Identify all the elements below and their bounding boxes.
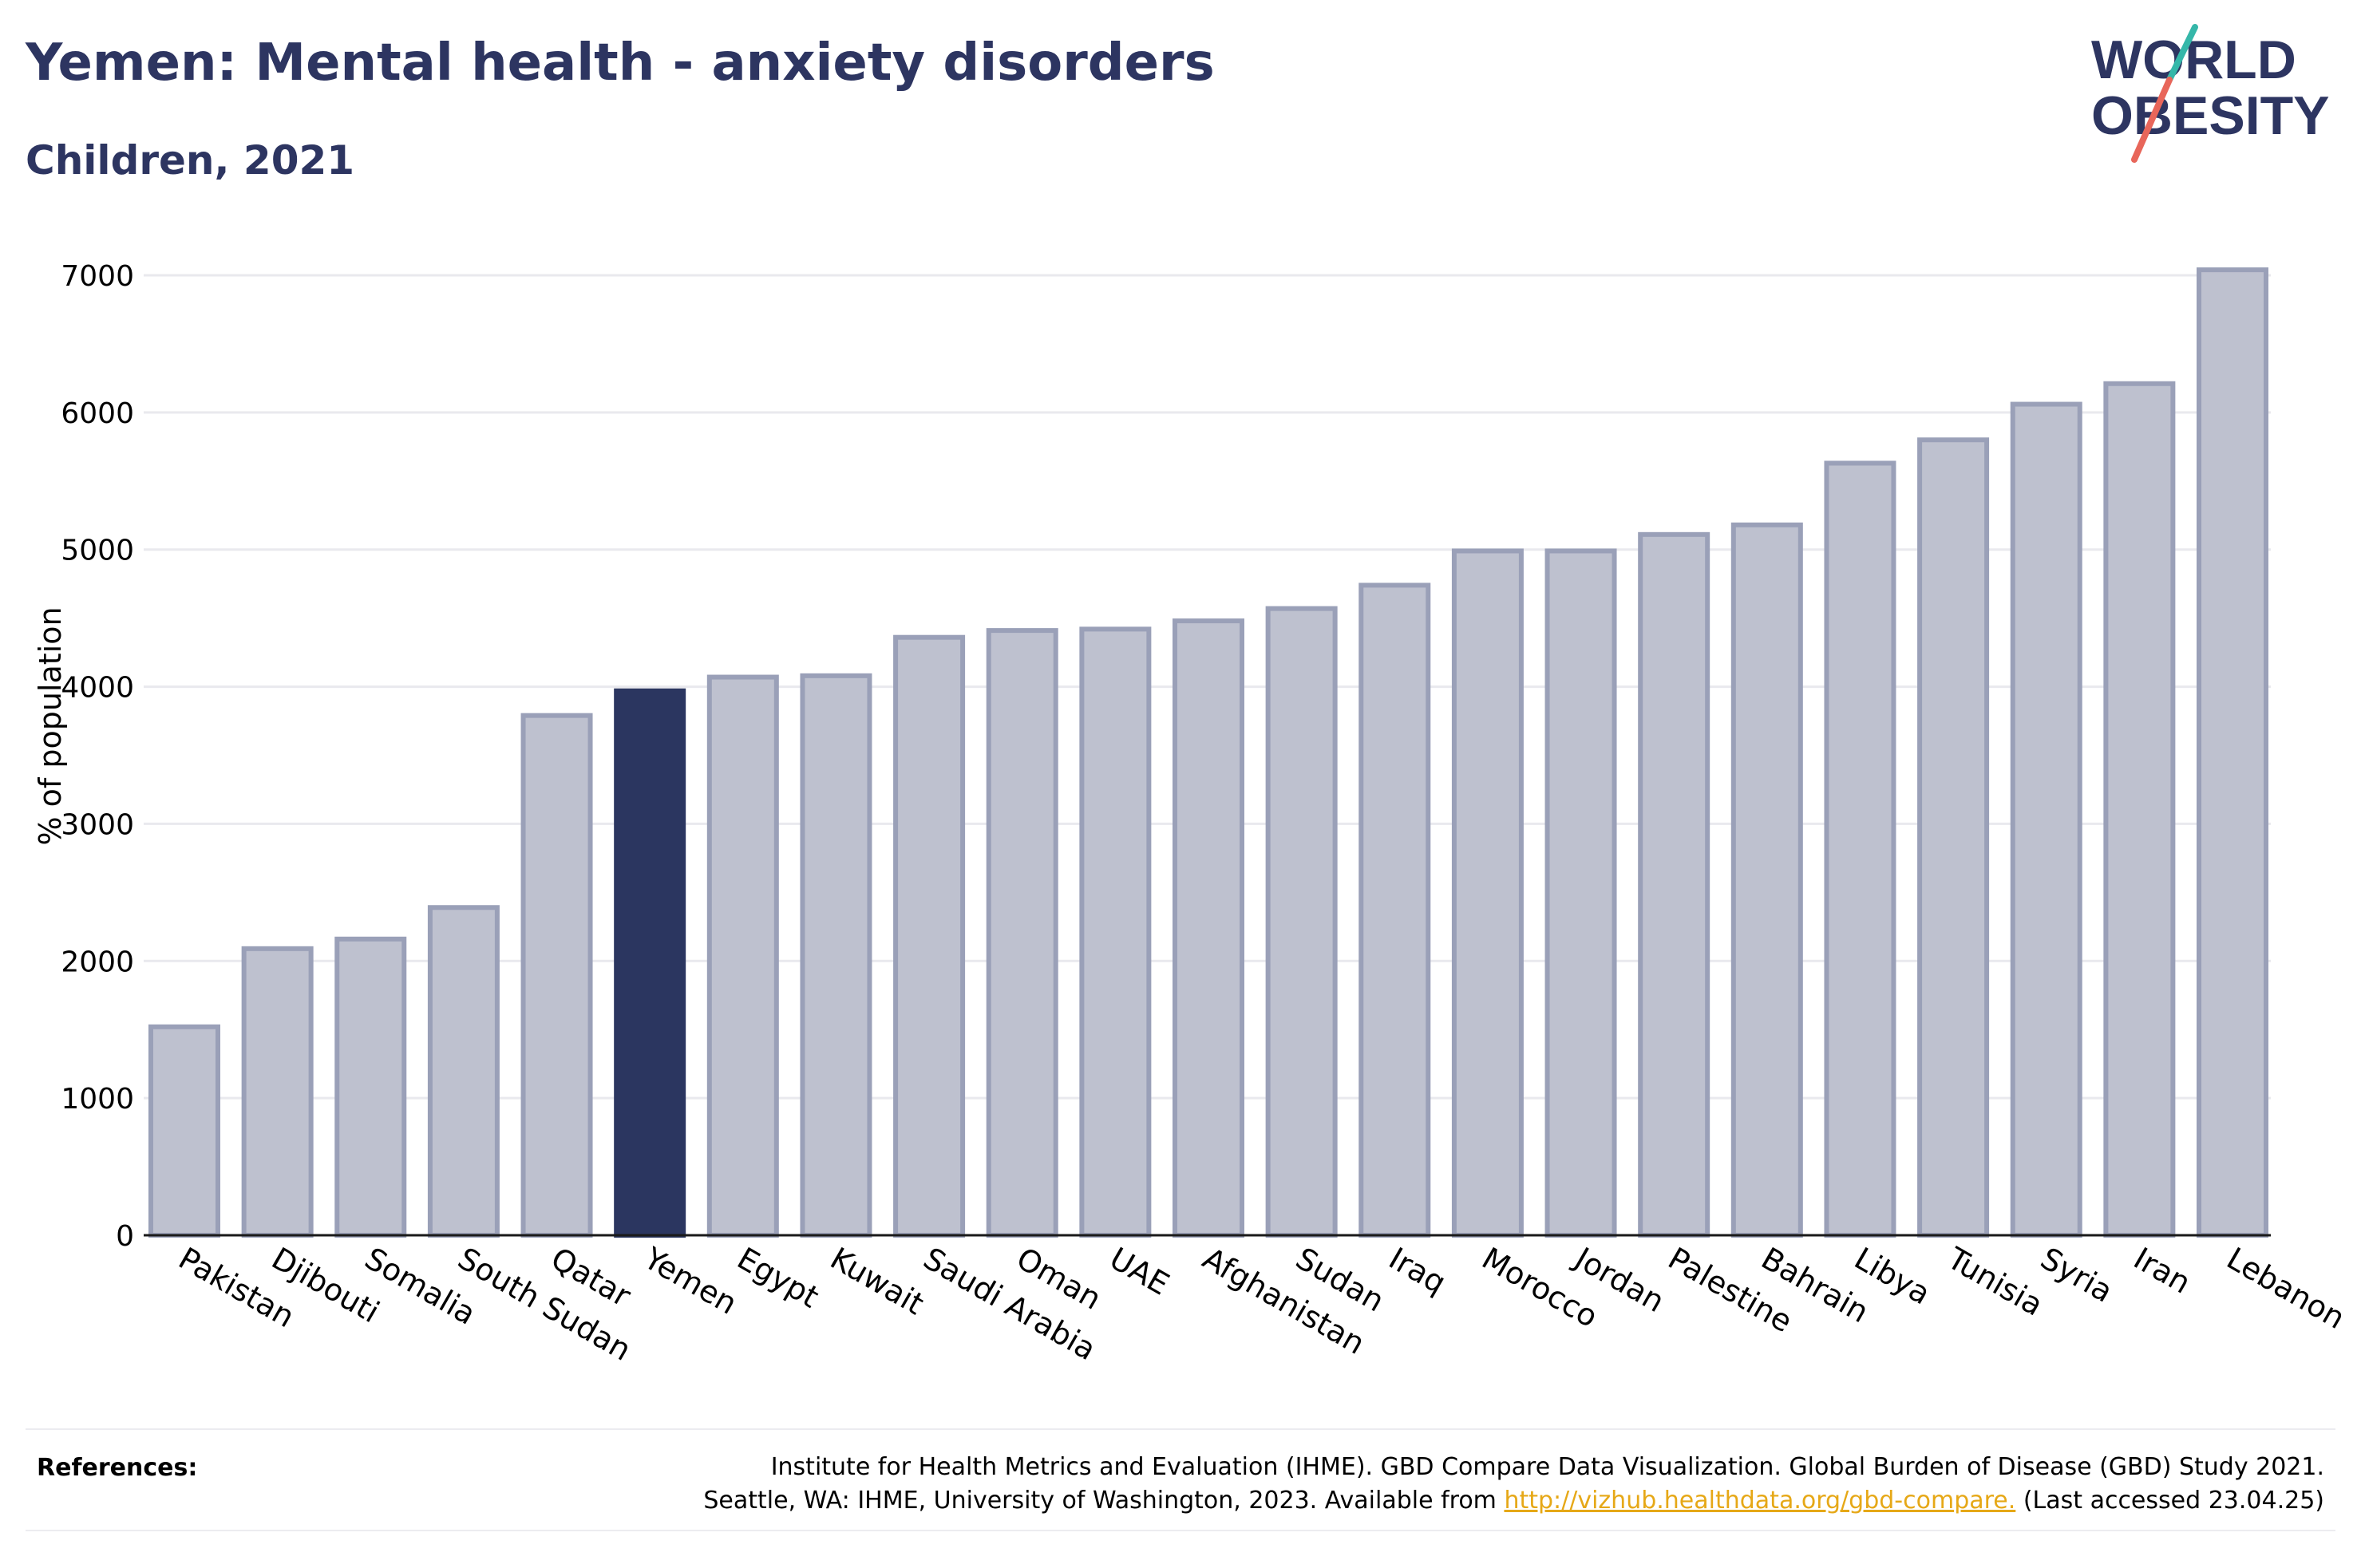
y-tick-label: 7000 [61, 260, 134, 293]
references-line2-suffix: (Last accessed 23.04.25) [2015, 1487, 2324, 1515]
bar [1824, 460, 1896, 1238]
bar [520, 713, 593, 1238]
y-tick-label: 5000 [61, 535, 134, 567]
logo-line1: WORLD [2091, 30, 2296, 90]
bar [148, 1024, 220, 1238]
x-tick-label: UAE [1104, 1241, 1175, 1302]
y-tick-label: 4000 [61, 672, 134, 705]
bar [800, 673, 872, 1238]
references-line1: Institute for Health Metrics and Evaluat… [770, 1453, 2324, 1481]
x-tick-label: Kuwait [825, 1241, 930, 1322]
logo-slash-coral [2131, 77, 2173, 163]
y-tick-label: 2000 [61, 946, 134, 978]
bar [614, 688, 686, 1238]
y-tick-label: 3000 [61, 808, 134, 841]
page-title: Yemen: Mental health - anxiety disorders [26, 34, 1215, 93]
bar [893, 634, 966, 1238]
bar [427, 905, 500, 1238]
bar [1917, 437, 1990, 1238]
y-tick-label: 0 [116, 1220, 134, 1253]
y-tick-label: 6000 [61, 397, 134, 430]
references-text: Institute for Health Metrics and Evaluat… [703, 1451, 2324, 1518]
y-tick-label: 1000 [61, 1083, 134, 1116]
bar [2197, 267, 2268, 1238]
bar [334, 936, 407, 1238]
bar [1730, 522, 1803, 1238]
bar-chart: 01000200030004000500060007000PakistanDji… [33, 260, 2351, 1368]
bar [1451, 548, 1524, 1238]
bar [1079, 626, 1152, 1238]
page-subtitle: Children, 2021 [26, 137, 355, 184]
bar [986, 628, 1058, 1238]
bar [2010, 401, 2082, 1238]
bar [1173, 618, 1244, 1238]
x-tick-label: Yemen [638, 1240, 743, 1321]
bar [1638, 531, 1710, 1238]
x-tick-label: Egypt [731, 1241, 825, 1315]
bar [2103, 381, 2176, 1238]
bar [241, 946, 314, 1238]
logo-slash-teal [2166, 24, 2198, 83]
references-line2: Seattle, WA: IHME, University of Washing… [703, 1484, 2324, 1518]
references-line2-prefix: Seattle, WA: IHME, University of Washing… [703, 1487, 1505, 1515]
references-label: References: [37, 1454, 198, 1482]
y-axis-label: % of population [33, 606, 68, 845]
x-tick-label: Lebanon [2221, 1241, 2351, 1336]
x-tick-label: Syria [2035, 1241, 2118, 1309]
bar [706, 674, 779, 1238]
bar [1265, 606, 1338, 1238]
bar [1358, 583, 1431, 1238]
references-section: References: Institute for Health Metrics… [26, 1428, 2335, 1531]
x-tick-label: Iran [2128, 1241, 2197, 1301]
x-tick-label: Tunisia [1941, 1240, 2049, 1323]
x-tick-label: Iraq [1383, 1241, 1452, 1301]
world-obesity-logo: WORLD OBESITY [2091, 24, 2330, 163]
bar [1544, 548, 1617, 1238]
references-link[interactable]: http://vizhub.healthdata.org/gbd-compare… [1504, 1487, 2016, 1515]
logo-line2: OBESITY [2091, 85, 2330, 146]
